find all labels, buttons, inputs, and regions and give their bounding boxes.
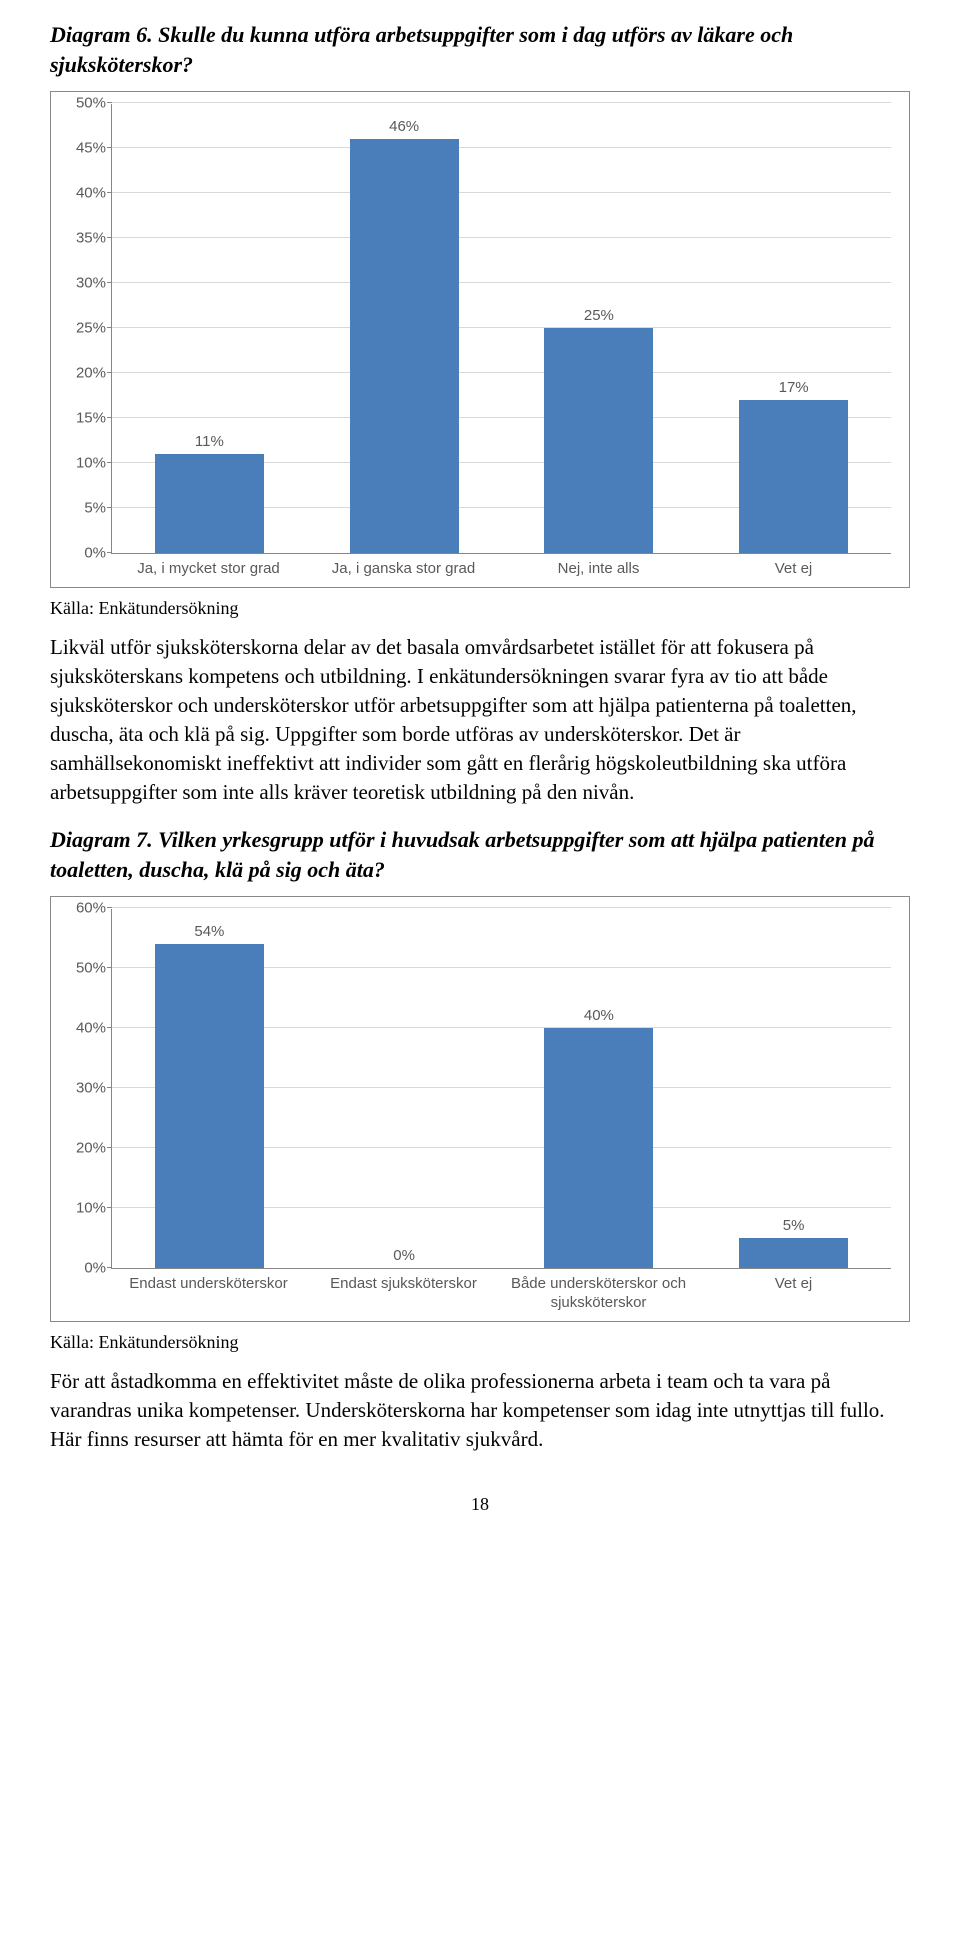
xlabel: Endast sjuksköterskor: [306, 1275, 501, 1313]
xlabel: Endast undersköterskor: [111, 1275, 306, 1313]
diagram7-title: Diagram 7. Vilken yrkesgrupp utför i huv…: [50, 825, 910, 884]
ytick-label: 10%: [62, 455, 106, 472]
bar-slot: 54%: [112, 909, 307, 1268]
xlabel: Ja, i mycket stor grad: [111, 560, 306, 579]
ytick-mark: [107, 907, 112, 908]
paragraph-1: Likväl utför sjuksköterskorna delar av d…: [50, 633, 910, 807]
page-number: 18: [50, 1494, 910, 1515]
ytick-label: 45%: [62, 140, 106, 157]
paragraph-2: För att åstadkomma en effektivitet måste…: [50, 1367, 910, 1454]
gridline: [112, 102, 891, 103]
ytick-label: 0%: [62, 545, 106, 562]
ytick-label: 50%: [62, 960, 106, 977]
ytick-label: 30%: [62, 275, 106, 292]
bars-row: 54% 0% 40% 5%: [112, 909, 891, 1268]
diagram6-xlabels: Ja, i mycket stor gradJa, i ganska stor …: [111, 560, 891, 579]
diagram6-chart: 0% 5% 10% 15% 20% 25% 30% 35% 40% 45% 50% 11% 46% 25%…: [50, 91, 910, 588]
ytick-label: 30%: [62, 1080, 106, 1097]
ytick-label: 40%: [62, 185, 106, 202]
bar-value-label: 46%: [307, 118, 502, 135]
bar: [544, 328, 653, 553]
ytick-label: 15%: [62, 410, 106, 427]
bar-slot: 5%: [696, 909, 891, 1268]
bar-slot: 46%: [307, 104, 502, 553]
ytick-mark: [107, 102, 112, 103]
ytick-label: 35%: [62, 230, 106, 247]
diagram7-source: Källa: Enkätundersökning: [50, 1332, 910, 1353]
bar: [544, 1028, 653, 1268]
xlabel: Vet ej: [696, 560, 891, 579]
diagram7-xlabels: Endast undersköterskorEndast sjuksköters…: [111, 1275, 891, 1313]
bar-value-label: 5%: [696, 1217, 891, 1234]
diagram7-chart: 0% 10% 20% 30% 40% 50% 60% 54% 0% 40% 5% Endast un…: [50, 896, 910, 1322]
bar-value-label: 25%: [502, 307, 697, 324]
bar: [739, 400, 848, 553]
ytick-label: 0%: [62, 1260, 106, 1277]
bars-row: 11% 46% 25% 17%: [112, 104, 891, 553]
bar-slot: 17%: [696, 104, 891, 553]
diagram7-plot: 0%10%20%30%40%50%60%54%0%40%5%: [111, 909, 891, 1269]
bar-value-label: 54%: [112, 923, 307, 940]
ytick-label: 20%: [62, 365, 106, 382]
bar-slot: 0%: [307, 909, 502, 1268]
bar-slot: 11%: [112, 104, 307, 553]
bar-value-label: 40%: [502, 1007, 697, 1024]
xlabel: Ja, i ganska stor grad: [306, 560, 501, 579]
ytick-label: 50%: [62, 95, 106, 112]
diagram6-source: Källa: Enkätundersökning: [50, 598, 910, 619]
bar-slot: 25%: [502, 104, 697, 553]
ytick-label: 40%: [62, 1020, 106, 1037]
bar-slot: 40%: [502, 909, 697, 1268]
diagram6-title: Diagram 6. Skulle du kunna utföra arbets…: [50, 20, 910, 79]
ytick-label: 25%: [62, 320, 106, 337]
bar: [155, 454, 264, 553]
ytick-label: 60%: [62, 900, 106, 917]
ytick-label: 10%: [62, 1200, 106, 1217]
bar: [739, 1238, 848, 1268]
xlabel: Både undersköterskor och sjuksköterskor: [501, 1275, 696, 1313]
ytick-label: 20%: [62, 1140, 106, 1157]
diagram6-plot: 0%5%10%15%20%25%30%35%40%45%50%11%46%25%…: [111, 104, 891, 554]
bar-value-label: 17%: [696, 379, 891, 396]
bar: [350, 139, 459, 553]
xlabel: Nej, inte alls: [501, 560, 696, 579]
bar-value-label: 0%: [307, 1247, 502, 1264]
bar-value-label: 11%: [112, 433, 307, 450]
gridline: [112, 907, 891, 908]
ytick-label: 5%: [62, 500, 106, 517]
xlabel: Vet ej: [696, 1275, 891, 1313]
bar: [155, 944, 264, 1268]
